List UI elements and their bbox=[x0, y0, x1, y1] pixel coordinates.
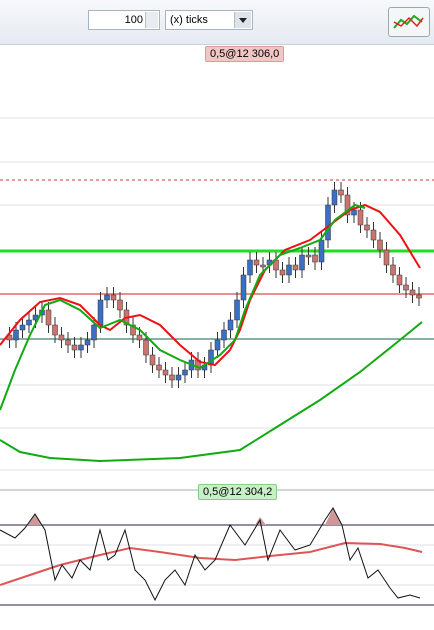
candle-body bbox=[370, 229, 377, 241]
candle-body bbox=[65, 339, 71, 346]
candle-body bbox=[214, 339, 221, 351]
count-value: 100 bbox=[124, 14, 143, 26]
candle-body bbox=[52, 324, 58, 336]
candle-body bbox=[240, 274, 247, 301]
candle-body bbox=[299, 254, 305, 271]
candle-body bbox=[26, 319, 32, 326]
candle-body bbox=[84, 339, 91, 346]
candle-body bbox=[117, 299, 123, 311]
candle-body bbox=[338, 189, 344, 196]
candle-body bbox=[97, 299, 104, 326]
candle-body bbox=[253, 259, 260, 266]
candle-body bbox=[104, 294, 110, 301]
candle-body bbox=[416, 294, 422, 299]
candle-body bbox=[247, 259, 253, 276]
candle-body bbox=[182, 369, 188, 376]
candle-body bbox=[364, 224, 370, 231]
candle-body bbox=[58, 334, 65, 341]
price-crosshair-label: 0,5@12 306,0 bbox=[205, 46, 285, 62]
candle-body bbox=[260, 264, 266, 268]
osc-signal bbox=[0, 541, 423, 586]
candle-body bbox=[390, 264, 396, 276]
grid bbox=[0, 117, 434, 586]
candle-body bbox=[169, 374, 175, 381]
indicator-button[interactable] bbox=[388, 7, 430, 37]
candle-body bbox=[377, 239, 383, 251]
candle-body bbox=[312, 254, 318, 263]
osc-peak bbox=[325, 508, 342, 525]
candle-body bbox=[91, 324, 97, 341]
candles bbox=[6, 182, 422, 388]
candle-body bbox=[344, 194, 351, 216]
candle-body bbox=[175, 374, 182, 381]
candle-body bbox=[143, 339, 149, 356]
candle-body bbox=[325, 204, 331, 241]
candle-body bbox=[357, 209, 364, 226]
toolbar: 100 (x) ticks bbox=[0, 0, 434, 45]
candle-body bbox=[351, 209, 357, 216]
candle-body bbox=[383, 249, 390, 266]
candle-body bbox=[286, 264, 292, 276]
candle-body bbox=[162, 369, 169, 376]
candle-body bbox=[156, 364, 162, 371]
unit-dropdown[interactable]: (x) ticks bbox=[165, 10, 253, 30]
candle-body bbox=[136, 334, 143, 341]
osc-line bbox=[0, 507, 421, 602]
candle-body bbox=[305, 254, 312, 258]
candle-body bbox=[403, 284, 409, 291]
candle-body bbox=[13, 329, 19, 341]
candle-body bbox=[78, 344, 84, 351]
candle-body bbox=[234, 299, 240, 321]
candle-body bbox=[331, 189, 338, 206]
candle-body bbox=[110, 294, 117, 301]
ma-green bbox=[0, 203, 366, 411]
ma-long bbox=[0, 321, 423, 463]
candle-body bbox=[396, 274, 403, 286]
count-spinbox[interactable]: 100 bbox=[88, 10, 160, 30]
unit-value: (x) ticks bbox=[170, 14, 208, 26]
candle-body bbox=[279, 269, 286, 276]
candle-body bbox=[130, 324, 136, 336]
candle-body bbox=[221, 329, 227, 341]
candle-body bbox=[227, 319, 234, 331]
candle-body bbox=[409, 289, 416, 296]
candle-body bbox=[292, 264, 299, 271]
osc-crosshair-label: 0,5@12 304,2 bbox=[198, 484, 278, 500]
ma-red bbox=[0, 203, 421, 367]
osc-peak bbox=[28, 514, 42, 525]
candle-body bbox=[45, 309, 52, 326]
candle-body bbox=[19, 324, 26, 331]
candle-body bbox=[71, 344, 78, 351]
indicator-icon bbox=[393, 14, 424, 29]
candle-body bbox=[318, 239, 325, 263]
candle-body bbox=[149, 354, 156, 366]
